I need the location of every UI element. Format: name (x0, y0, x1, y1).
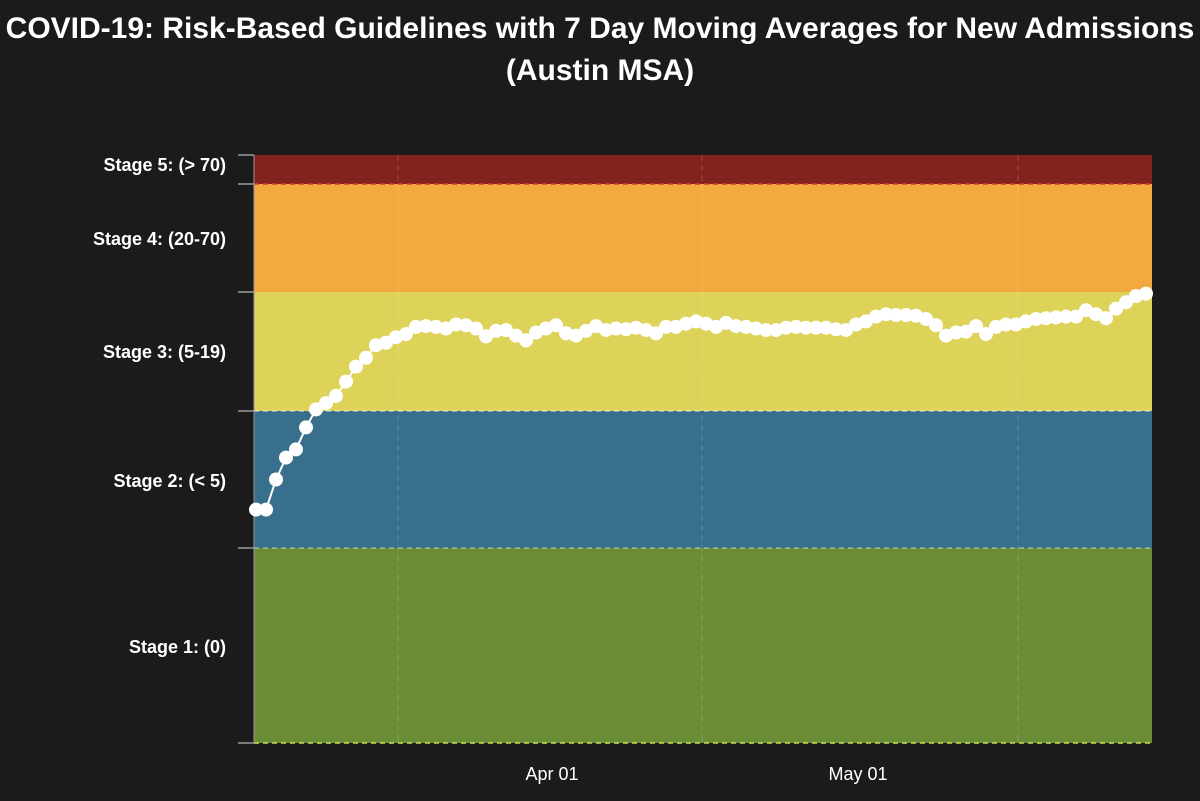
data-point[interactable] (659, 319, 673, 334)
x-tick-label: May 01 (828, 764, 887, 784)
data-point[interactable] (949, 325, 963, 340)
data-point[interactable] (289, 442, 303, 457)
data-point[interactable] (609, 321, 623, 336)
data-point[interactable] (409, 319, 423, 334)
data-point[interactable] (1099, 311, 1113, 326)
data-point[interactable] (469, 321, 483, 336)
data-point[interactable] (929, 318, 943, 333)
y-tick-label-stage-5: Stage 5: (> 70) (103, 155, 226, 175)
data-point[interactable] (319, 396, 333, 411)
data-point[interactable] (419, 319, 433, 334)
y-tick-label-stage-2: Stage 2: (< 5) (113, 471, 226, 491)
data-point[interactable] (969, 319, 983, 334)
band-stage-5 (254, 155, 1152, 184)
data-point[interactable] (339, 374, 353, 389)
data-point[interactable] (309, 402, 323, 417)
data-point[interactable] (889, 308, 903, 322)
data-point[interactable] (359, 350, 373, 365)
y-axis-labels: Stage 1: (0) Stage 2: (< 5) Stage 3: (5-19… (93, 155, 226, 657)
data-point[interactable] (789, 319, 803, 334)
data-point[interactable] (349, 359, 363, 374)
y-tick-label-stage-4: Stage 4: (20-70) (93, 229, 226, 249)
data-point[interactable] (1059, 309, 1073, 324)
data-point[interactable] (399, 327, 413, 341)
data-point[interactable] (779, 320, 793, 335)
grid-lines (254, 155, 1152, 744)
data-point[interactable] (759, 323, 773, 338)
y-tick-label-stage-3: Stage 3: (5-19) (103, 342, 226, 362)
stage-bands (254, 155, 1152, 743)
axes (238, 154, 255, 744)
x-tick-label: Apr 01 (525, 764, 578, 784)
data-point[interactable] (999, 317, 1013, 332)
chart-title: COVID-19: Risk-Based Guidelines with 7 D… (5, 12, 1195, 87)
data-point[interactable] (549, 318, 563, 333)
band-stage-3 (254, 292, 1152, 411)
data-point[interactable] (1069, 309, 1083, 324)
data-point[interactable] (1029, 312, 1043, 326)
band-stage-4 (254, 184, 1152, 292)
band-stage-1 (254, 548, 1152, 743)
data-point[interactable] (1109, 301, 1123, 316)
data-point[interactable] (979, 327, 993, 341)
data-point[interactable] (649, 326, 663, 341)
data-point[interactable] (299, 420, 313, 435)
data-point[interactable] (809, 320, 823, 335)
data-point[interactable] (799, 320, 813, 335)
data-point[interactable] (1119, 295, 1133, 310)
data-point[interactable] (829, 322, 843, 337)
data-point[interactable] (329, 388, 343, 403)
data-point[interactable] (1039, 311, 1053, 326)
data-point[interactable] (279, 450, 293, 465)
data-point[interactable] (879, 307, 893, 322)
data-point[interactable] (729, 319, 743, 334)
data-point[interactable] (489, 323, 503, 338)
band-stage-2 (254, 411, 1152, 548)
series-points (249, 286, 1153, 517)
data-point[interactable] (1139, 286, 1153, 301)
y-tick-label-stage-1: Stage 1: (0) (129, 637, 226, 657)
data-point[interactable] (249, 502, 263, 517)
data-point[interactable] (519, 333, 533, 348)
data-point[interactable] (899, 308, 913, 322)
data-point[interactable] (269, 472, 283, 487)
data-point[interactable] (259, 502, 273, 517)
data-point[interactable] (919, 312, 933, 326)
data-point[interactable] (1049, 310, 1063, 325)
x-axis-labels: Apr 01 May 01 (525, 764, 887, 784)
data-point[interactable] (449, 317, 463, 332)
